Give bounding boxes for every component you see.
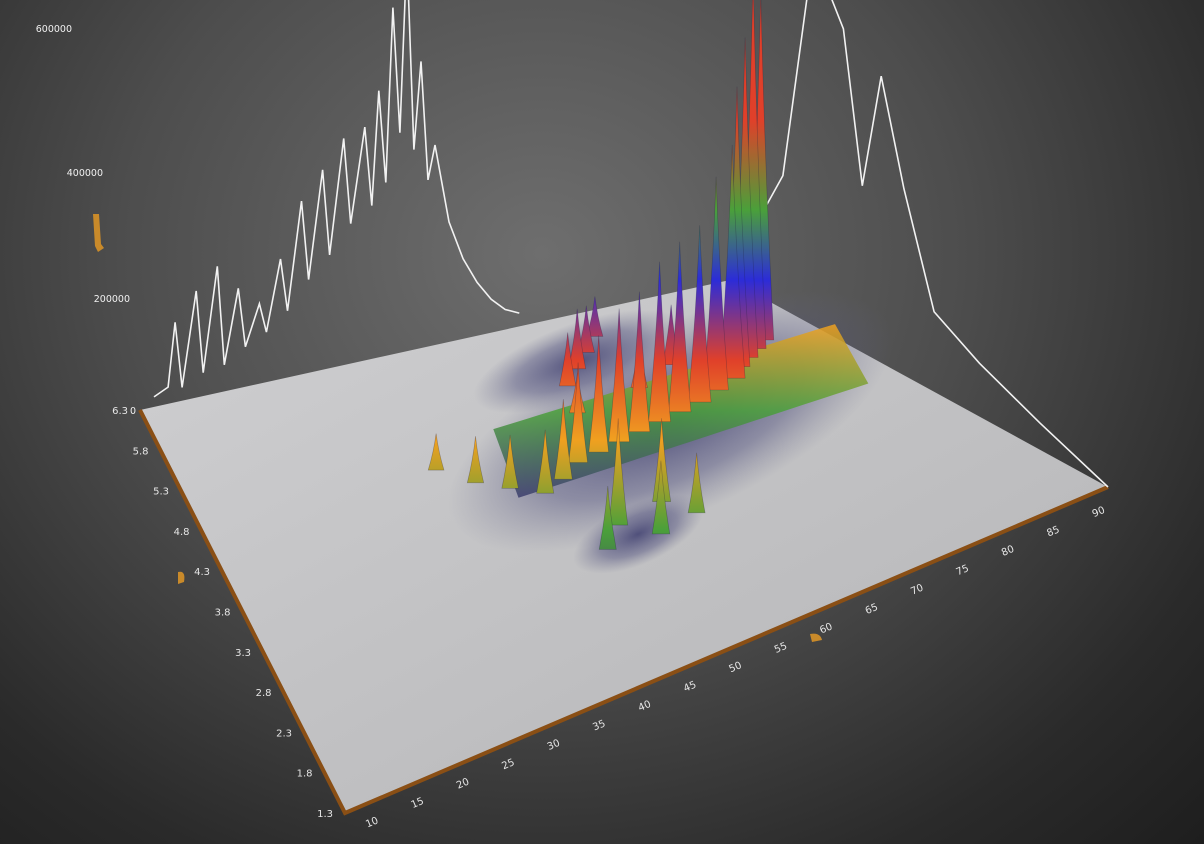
- floor-edge: [138, 409, 1109, 816]
- surface-peak-27: [687, 452, 706, 514]
- surface-peak-23: [553, 399, 573, 480]
- y-tick-label: 4.8: [174, 527, 190, 538]
- x-tick-label: 35: [591, 718, 607, 733]
- x-projection-profile: [153, 0, 520, 398]
- z-tick-label: 0: [130, 406, 136, 417]
- cluster-shadow: [573, 494, 704, 574]
- y-tick-label: 3.3: [235, 648, 251, 659]
- z-axis-ticks: 0 200000 400000 600000: [36, 24, 136, 417]
- x-tick-label: 10: [364, 815, 380, 830]
- z-tick-label: 200000: [94, 294, 130, 305]
- x-tick-label: 90: [1091, 505, 1107, 520]
- surface-peaks: [427, 0, 869, 550]
- x-tick-label: 45: [682, 680, 698, 695]
- y-tick-label: 5.3: [153, 487, 169, 498]
- y-tick-label: 6.3: [112, 406, 128, 417]
- surface-peak-26: [608, 418, 629, 526]
- x-tick-label: 30: [546, 738, 562, 753]
- surface-peak-2: [568, 308, 587, 370]
- x-tick-label: 60: [818, 621, 834, 636]
- surface-peak-12: [427, 433, 445, 471]
- surface-peak-17: [466, 436, 485, 484]
- surface-peak-22: [501, 434, 519, 489]
- z-tick-label: 600000: [36, 24, 72, 35]
- x-tick-label: 40: [637, 699, 653, 714]
- y-tick-label: 3.8: [215, 608, 231, 619]
- x-tick-label: 80: [1000, 544, 1016, 559]
- z-tick-label: 400000: [67, 168, 103, 179]
- surface-peak-18: [628, 291, 651, 432]
- surface-peak-21: [568, 362, 588, 463]
- y-tick-label: 1.3: [317, 809, 333, 820]
- surface-peak-14: [687, 225, 712, 403]
- x-tick-label: 70: [909, 583, 925, 598]
- y-tick-label: 1.8: [297, 769, 313, 780]
- x-tick-label: 50: [728, 660, 744, 675]
- y-axis-ticks: 1.3 1.8 2.3 2.8 3.3 3.8 4.3 4.8 5.3 5.8 6.3: [112, 406, 333, 820]
- surface-peak-20: [588, 335, 609, 453]
- x-axis-ticks: 10 15 20 25 30 35 40 45 50 55 60 65 70 75 80 85 90: [364, 505, 1107, 831]
- surface-peak-13: [703, 176, 729, 391]
- surface-peak-16: [648, 261, 671, 422]
- y-tick-label: 2.8: [256, 688, 272, 699]
- surface-peak-0: [586, 296, 604, 337]
- surface-peak-29: [651, 460, 671, 535]
- x-tick-label: 15: [410, 796, 426, 811]
- surface-peak-24: [536, 429, 555, 494]
- surface-peak-11: [719, 144, 746, 379]
- surface-peak-19: [608, 308, 630, 443]
- surface-peak-25: [652, 418, 672, 502]
- surface-peak-3: [558, 332, 577, 387]
- x-tick-label: 25: [500, 757, 516, 772]
- orange-x-marker: [810, 633, 822, 642]
- y-tick-label: 4.3: [194, 567, 210, 578]
- y-tick-label: 2.3: [276, 728, 292, 739]
- surface-peak-1: [577, 305, 595, 353]
- x-tick-label: 65: [864, 602, 880, 617]
- surface-peak-15: [668, 241, 692, 413]
- orange-tick-marker: [93, 214, 104, 252]
- x-tick-label: 20: [455, 777, 471, 792]
- x-tick-label: 85: [1045, 524, 1061, 539]
- orange-y-marker: [178, 571, 185, 584]
- x-tick-label: 75: [955, 563, 971, 578]
- x-tick-label: 55: [773, 641, 789, 656]
- y-tick-label: 5.8: [133, 446, 149, 457]
- surface-peak-28: [598, 485, 617, 550]
- accent-markers: [93, 214, 822, 642]
